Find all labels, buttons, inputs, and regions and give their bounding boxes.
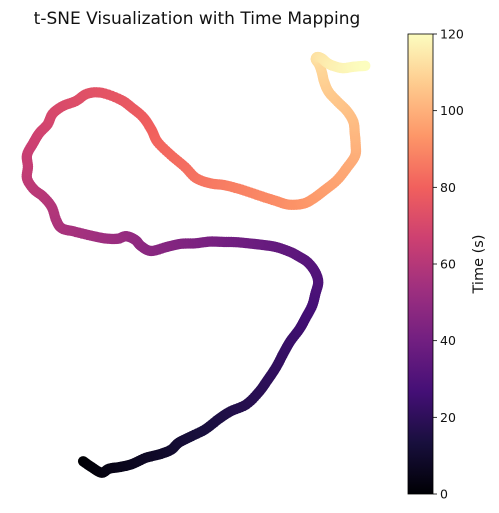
colorbar-ticks: 0 20 40 60 80 100 120 bbox=[433, 27, 464, 502]
chart-title: t-SNE Visualization with Time Mapping bbox=[34, 9, 361, 29]
colorbar-tick-label: 80 bbox=[440, 180, 456, 195]
colorbar: 0 20 40 60 80 100 120 Time (s) bbox=[407, 27, 487, 502]
colorbar-tick-label: 40 bbox=[440, 333, 456, 348]
data-point bbox=[360, 60, 371, 72]
colorbar-gradient bbox=[407, 33, 434, 495]
colorbar-tick-label: 100 bbox=[440, 103, 464, 118]
colorbar-tick-label: 60 bbox=[440, 257, 456, 272]
plot-area bbox=[21, 51, 371, 478]
colorbar-label: Time (s) bbox=[471, 235, 487, 295]
colorbar-tick-label: 0 bbox=[440, 487, 448, 502]
colorbar-tick-label: 20 bbox=[440, 410, 456, 425]
colorbar-tick-label: 120 bbox=[440, 27, 464, 42]
